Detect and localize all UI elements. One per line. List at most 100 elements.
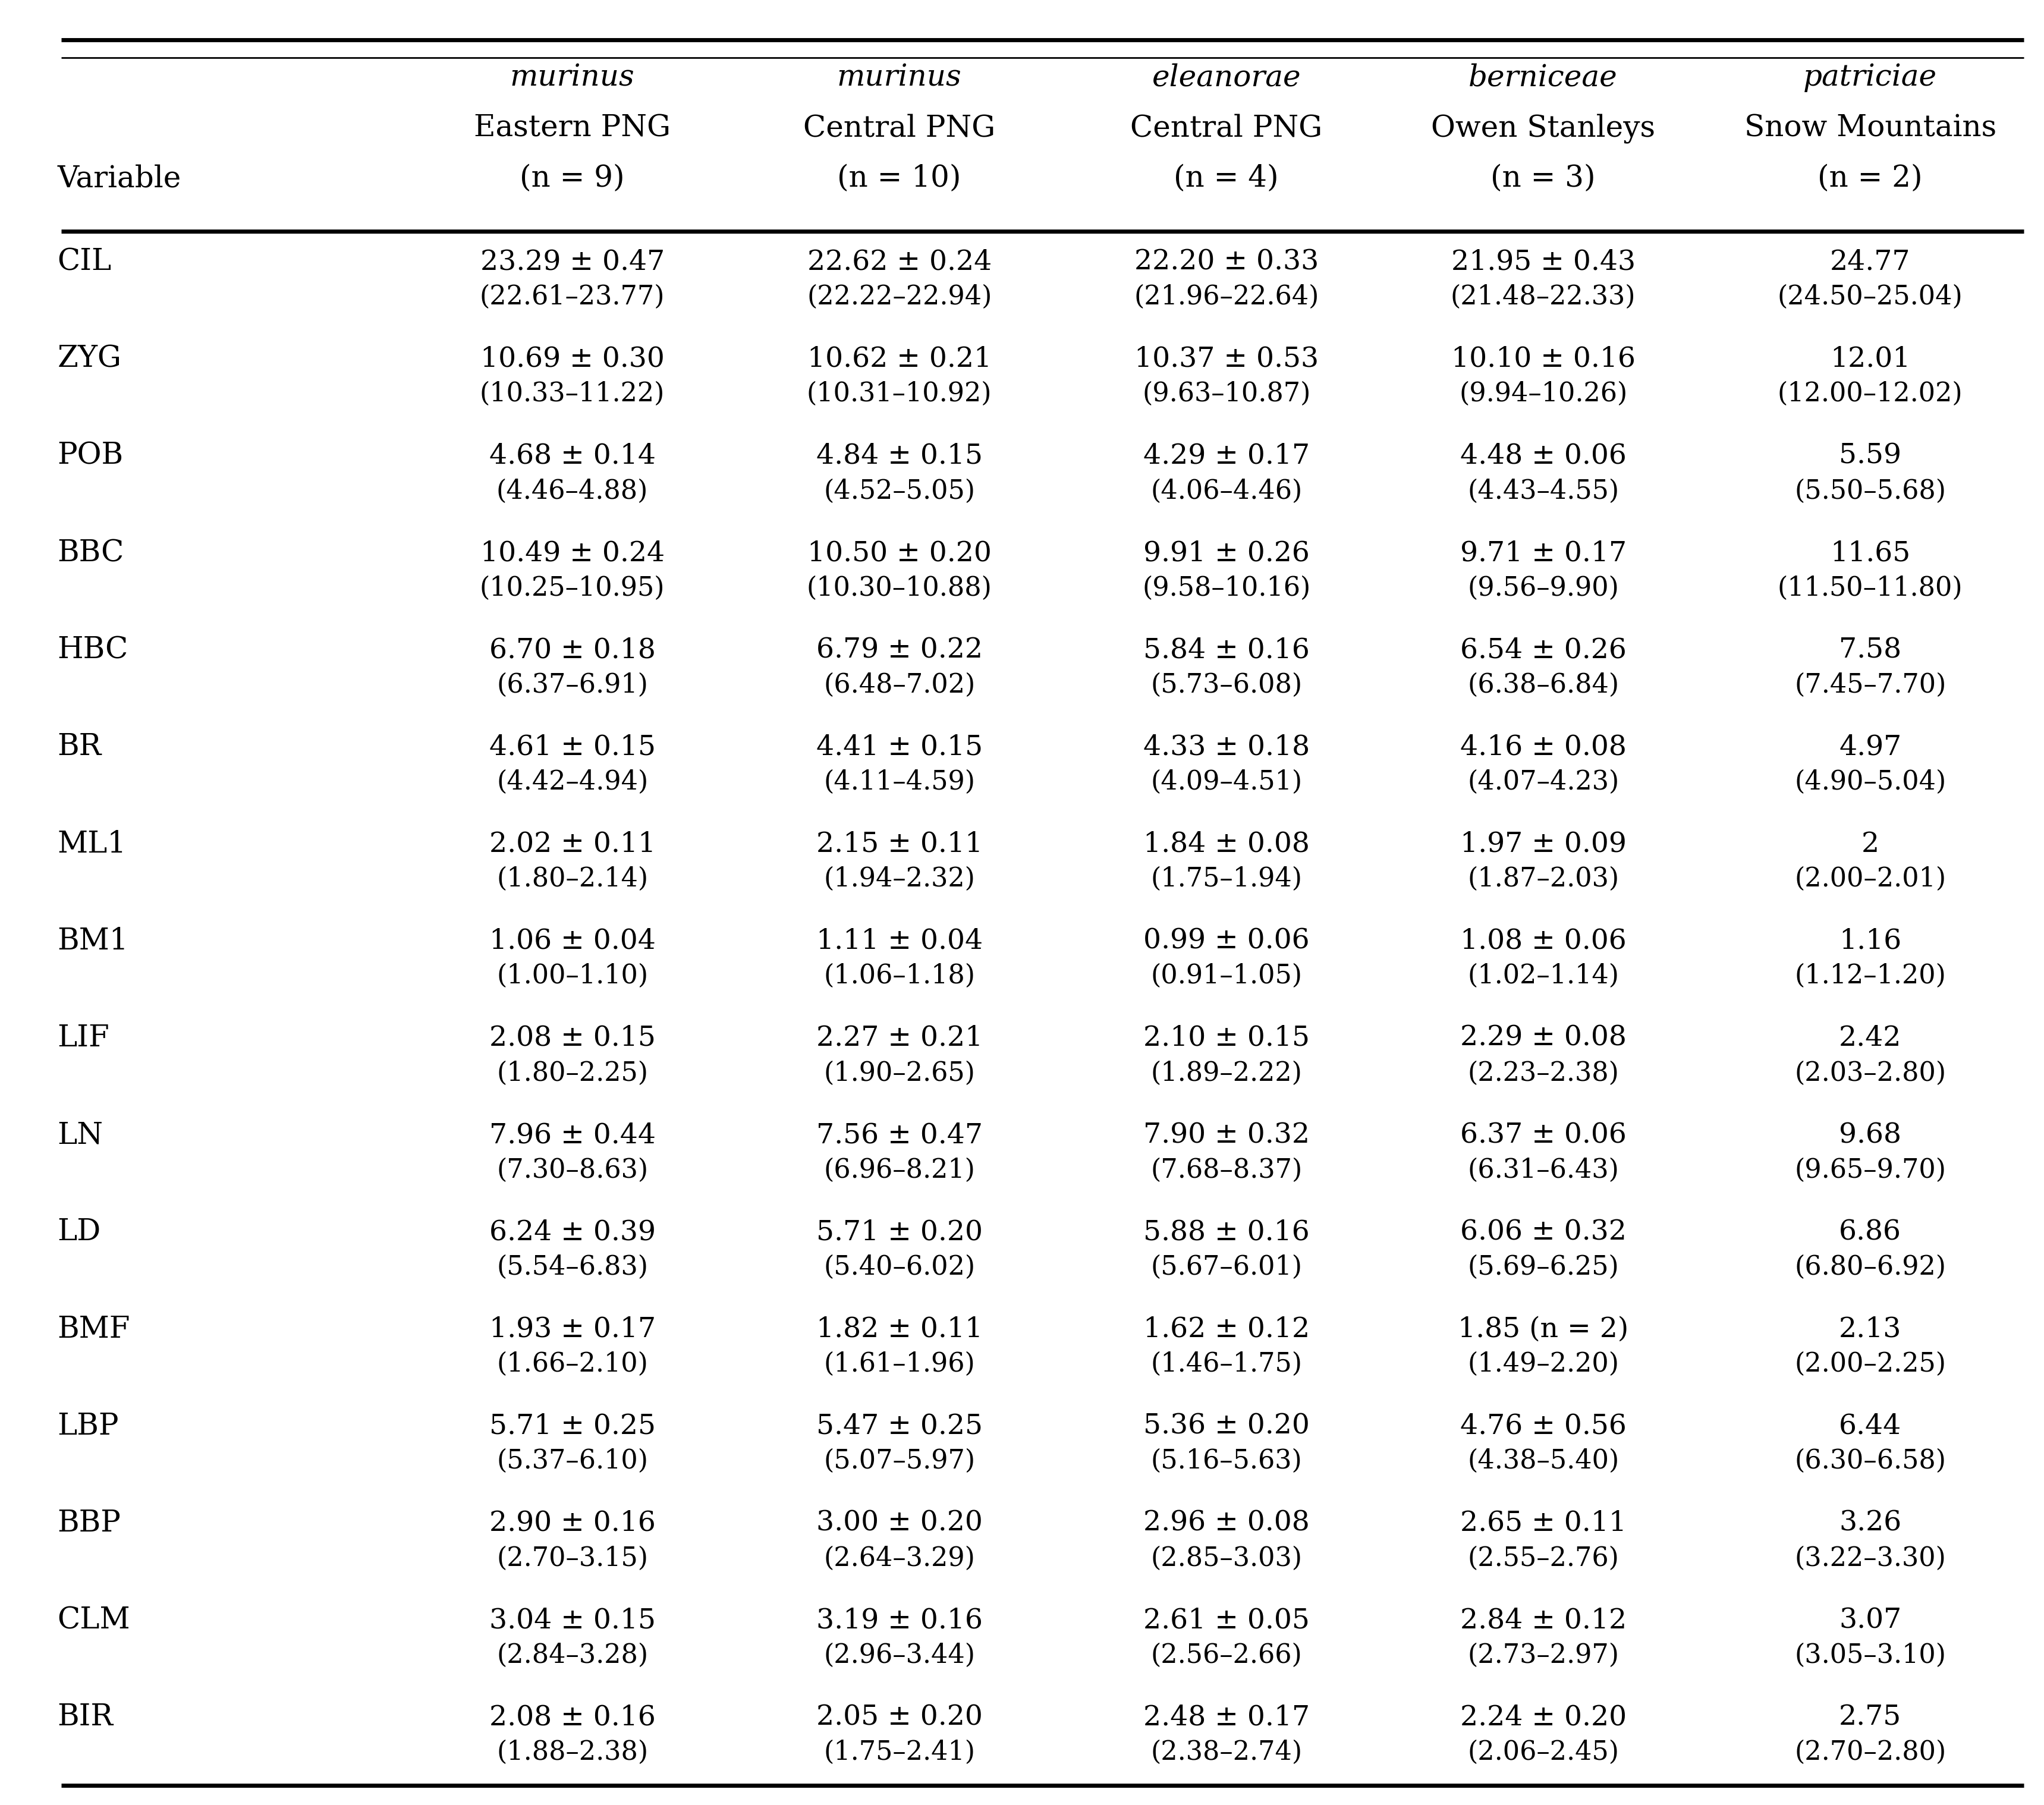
Text: 6.24 ± 0.39: 6.24 ± 0.39: [489, 1218, 656, 1245]
Text: 3.07: 3.07: [1840, 1606, 1901, 1634]
Text: Snow Mountains: Snow Mountains: [1744, 114, 1997, 143]
Text: (1.02–1.14): (1.02–1.14): [1468, 964, 1619, 989]
Text: (0.91–1.05): (0.91–1.05): [1151, 964, 1302, 989]
Text: (4.11–4.59): (4.11–4.59): [824, 769, 975, 794]
Text: (5.16–5.63): (5.16–5.63): [1151, 1448, 1302, 1475]
Text: (10.30–10.88): (10.30–10.88): [807, 576, 991, 601]
Text: 5.47 ± 0.25: 5.47 ± 0.25: [816, 1413, 983, 1440]
Text: 2.02 ± 0.11: 2.02 ± 0.11: [489, 830, 656, 857]
Text: murinus: murinus: [838, 63, 961, 92]
Text: (n = 10): (n = 10): [838, 164, 961, 193]
Text: 1.62 ± 0.12: 1.62 ± 0.12: [1143, 1316, 1310, 1343]
Text: (1.94–2.32): (1.94–2.32): [824, 866, 975, 892]
Text: BBC: BBC: [57, 538, 125, 569]
Text: 5.71 ± 0.20: 5.71 ± 0.20: [816, 1218, 983, 1245]
Text: (9.58–10.16): (9.58–10.16): [1143, 576, 1310, 601]
Text: 2.61 ± 0.05: 2.61 ± 0.05: [1143, 1606, 1310, 1634]
Text: 5.59: 5.59: [1840, 442, 1901, 469]
Text: (n = 2): (n = 2): [1817, 164, 1923, 193]
Text: 7.96 ± 0.44: 7.96 ± 0.44: [489, 1121, 656, 1148]
Text: (7.68–8.37): (7.68–8.37): [1151, 1157, 1302, 1182]
Text: (4.43–4.55): (4.43–4.55): [1468, 478, 1619, 504]
Text: (21.96–22.64): (21.96–22.64): [1134, 283, 1318, 310]
Text: berniceae: berniceae: [1470, 63, 1617, 92]
Text: (1.87–2.03): (1.87–2.03): [1468, 866, 1619, 892]
Text: 2.08 ± 0.16: 2.08 ± 0.16: [489, 1704, 656, 1731]
Text: 9.71 ± 0.17: 9.71 ± 0.17: [1459, 540, 1627, 567]
Text: (6.38–6.84): (6.38–6.84): [1468, 671, 1619, 699]
Text: (1.66–2.10): (1.66–2.10): [497, 1352, 648, 1377]
Text: 4.41 ± 0.15: 4.41 ± 0.15: [816, 733, 983, 760]
Text: 2.42: 2.42: [1840, 1025, 1901, 1052]
Text: (7.30–8.63): (7.30–8.63): [497, 1157, 648, 1182]
Text: patriciae: patriciae: [1803, 63, 1938, 92]
Text: 21.95 ± 0.43: 21.95 ± 0.43: [1451, 249, 1635, 276]
Text: 4.68 ± 0.14: 4.68 ± 0.14: [489, 442, 656, 469]
Text: Owen Stanleys: Owen Stanleys: [1431, 114, 1656, 143]
Text: murinus: murinus: [511, 63, 634, 92]
Text: (2.84–3.28): (2.84–3.28): [497, 1643, 648, 1668]
Text: 2.13: 2.13: [1840, 1316, 1901, 1343]
Text: 2.65 ± 0.11: 2.65 ± 0.11: [1459, 1509, 1627, 1536]
Text: 4.33 ± 0.18: 4.33 ± 0.18: [1143, 733, 1310, 760]
Text: (2.00–2.25): (2.00–2.25): [1795, 1352, 1946, 1377]
Text: 23.29 ± 0.47: 23.29 ± 0.47: [480, 249, 664, 276]
Text: (11.50–11.80): (11.50–11.80): [1778, 576, 1962, 601]
Text: 9.68: 9.68: [1840, 1121, 1901, 1148]
Text: (2.96–3.44): (2.96–3.44): [824, 1643, 975, 1668]
Text: 1.82 ± 0.11: 1.82 ± 0.11: [816, 1316, 983, 1343]
Text: LIF: LIF: [57, 1023, 110, 1052]
Text: 2.84 ± 0.12: 2.84 ± 0.12: [1459, 1606, 1627, 1634]
Text: (5.37–6.10): (5.37–6.10): [497, 1448, 648, 1475]
Text: HBC: HBC: [57, 635, 129, 664]
Text: (9.56–9.90): (9.56–9.90): [1468, 576, 1619, 601]
Text: (2.64–3.29): (2.64–3.29): [824, 1545, 975, 1570]
Text: 1.93 ± 0.17: 1.93 ± 0.17: [489, 1316, 656, 1343]
Text: 4.29 ± 0.17: 4.29 ± 0.17: [1143, 442, 1310, 469]
Text: (6.37–6.91): (6.37–6.91): [497, 671, 648, 699]
Text: (1.06–1.18): (1.06–1.18): [824, 964, 975, 989]
Text: BBP: BBP: [57, 1509, 121, 1538]
Text: BIR: BIR: [57, 1702, 112, 1733]
Text: (5.50–5.68): (5.50–5.68): [1795, 478, 1946, 504]
Text: 6.37 ± 0.06: 6.37 ± 0.06: [1459, 1121, 1627, 1148]
Text: 1.11 ± 0.04: 1.11 ± 0.04: [816, 928, 983, 955]
Text: (21.48–22.33): (21.48–22.33): [1451, 283, 1635, 310]
Text: 5.36 ± 0.20: 5.36 ± 0.20: [1143, 1413, 1310, 1440]
Text: (3.22–3.30): (3.22–3.30): [1795, 1545, 1946, 1570]
Text: 7.56 ± 0.47: 7.56 ± 0.47: [816, 1121, 983, 1148]
Text: 6.70 ± 0.18: 6.70 ± 0.18: [489, 637, 656, 664]
Text: (5.40–6.02): (5.40–6.02): [824, 1254, 975, 1280]
Text: (1.61–1.96): (1.61–1.96): [824, 1352, 975, 1377]
Text: 1.16: 1.16: [1840, 928, 1901, 955]
Text: (7.45–7.70): (7.45–7.70): [1795, 671, 1946, 699]
Text: (1.49–2.20): (1.49–2.20): [1468, 1352, 1619, 1377]
Text: (3.05–3.10): (3.05–3.10): [1795, 1643, 1946, 1668]
Text: 22.20 ± 0.33: 22.20 ± 0.33: [1134, 249, 1318, 276]
Text: 1.85 (n = 2): 1.85 (n = 2): [1457, 1316, 1629, 1343]
Text: 2.05 ± 0.20: 2.05 ± 0.20: [816, 1704, 983, 1731]
Text: (1.75–2.41): (1.75–2.41): [824, 1740, 975, 1765]
Text: (1.89–2.22): (1.89–2.22): [1151, 1060, 1302, 1087]
Text: (n = 4): (n = 4): [1173, 164, 1280, 193]
Text: 0.99 ± 0.06: 0.99 ± 0.06: [1143, 928, 1310, 955]
Text: LBP: LBP: [57, 1412, 119, 1440]
Text: (22.61–23.77): (22.61–23.77): [480, 283, 664, 310]
Text: 1.97 ± 0.09: 1.97 ± 0.09: [1459, 830, 1627, 857]
Text: (10.31–10.92): (10.31–10.92): [807, 381, 991, 406]
Text: eleanorae: eleanorae: [1153, 63, 1300, 92]
Text: 7.90 ± 0.32: 7.90 ± 0.32: [1143, 1121, 1310, 1148]
Text: 11.65: 11.65: [1829, 540, 1911, 567]
Text: (4.46–4.88): (4.46–4.88): [497, 478, 648, 504]
Text: LN: LN: [57, 1121, 102, 1150]
Text: 12.01: 12.01: [1829, 345, 1911, 372]
Text: 1.06 ± 0.04: 1.06 ± 0.04: [489, 928, 656, 955]
Text: (5.54–6.83): (5.54–6.83): [497, 1254, 648, 1280]
Text: 2.08 ± 0.15: 2.08 ± 0.15: [489, 1025, 656, 1052]
Text: 6.86: 6.86: [1840, 1218, 1901, 1245]
Text: (1.00–1.10): (1.00–1.10): [497, 964, 648, 989]
Text: (6.30–6.58): (6.30–6.58): [1795, 1448, 1946, 1475]
Text: (6.31–6.43): (6.31–6.43): [1468, 1157, 1619, 1182]
Text: (1.12–1.20): (1.12–1.20): [1795, 964, 1946, 989]
Text: Variable: Variable: [57, 164, 182, 193]
